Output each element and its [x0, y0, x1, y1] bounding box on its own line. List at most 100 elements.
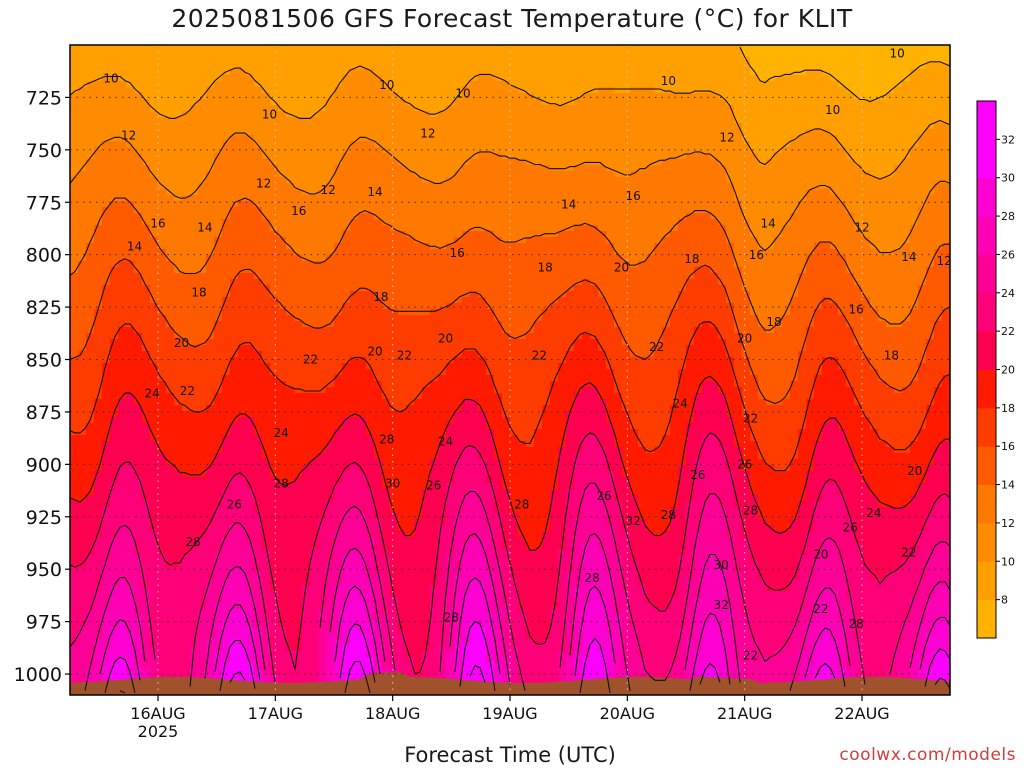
contour-label: 24: [438, 434, 453, 448]
contour-label: 16: [749, 248, 764, 262]
contour-label: 26: [690, 468, 705, 482]
contour-label: 12: [121, 128, 136, 142]
x-tick-label: 18AUG: [365, 704, 420, 723]
contour-label: 10: [379, 78, 394, 92]
contour-label: 26: [843, 520, 858, 534]
x-tick-label: 21AUG: [717, 704, 772, 723]
contour-label: 18: [684, 252, 699, 266]
x-tick-label: 20AUG: [600, 704, 655, 723]
contour-label: 22: [180, 384, 195, 398]
contour-label: 24: [866, 506, 881, 520]
contour-label: 28: [186, 535, 201, 549]
colorbar-label: 22: [1001, 325, 1015, 338]
contour-label: 20: [907, 464, 922, 478]
chart-title: 2025081506 GFS Forecast Temperature (°C)…: [171, 4, 853, 33]
contour-label: 14: [127, 239, 142, 253]
contour-label: 18: [191, 286, 206, 300]
contour-label: 28: [743, 504, 758, 518]
contour-label: 28: [661, 508, 676, 522]
y-tick-label: 750: [26, 140, 62, 162]
y-tick-label: 825: [26, 297, 62, 319]
contour-label: 32: [626, 514, 641, 528]
y-tick-label: 725: [26, 87, 62, 109]
colorbar-swatch: [977, 177, 996, 217]
y-tick-label: 775: [26, 192, 62, 214]
contour-label: 22: [743, 648, 758, 662]
contour-label: 12: [936, 254, 951, 268]
contour-label: 20: [813, 548, 828, 562]
contour-label: 10: [262, 107, 277, 121]
isotherm-32: [119, 660, 950, 694]
colorbar-label: 20: [1001, 364, 1015, 377]
colorbar-swatch: [977, 101, 996, 140]
contour-labels: 10 10 10 10 10 10 10 12 12 12 12 12 12 12 14 14 14 14 14 14…: [103, 47, 951, 663]
contour-label: 20: [367, 344, 382, 358]
contour-label: 12: [256, 177, 271, 191]
contour-label: 28: [848, 617, 863, 631]
temperature-heatmap: [70, 45, 950, 695]
contour-label: 22: [649, 340, 664, 354]
contour-label: 10: [455, 86, 470, 100]
contour-label: 20: [737, 332, 752, 346]
y-tick-label: 850: [26, 350, 62, 372]
colorbar-swatch: [977, 484, 996, 524]
contour-label: 18: [538, 260, 553, 274]
contour-label: 26: [227, 497, 242, 511]
isotherm-22: [70, 432, 950, 675]
y-axis: 725 750 775 800 825 850 875 900 925 950 975 1000: [14, 87, 70, 686]
contour-label: 14: [760, 216, 775, 230]
contour-label: 22: [303, 353, 318, 367]
y-tick-label: 925: [26, 507, 62, 529]
colorbar-label: 12: [1001, 517, 1015, 530]
isotherm-12: [70, 132, 950, 254]
contour-label: 22: [532, 349, 547, 363]
y-tick-label: 1000: [14, 664, 62, 686]
colorbar-label: 26: [1001, 248, 1015, 261]
contour-label: 32: [714, 598, 729, 612]
contour-label: 14: [901, 250, 916, 264]
x-axis-title: Forecast Time (UTC): [404, 743, 616, 767]
colorbar-swatch: [977, 561, 996, 601]
y-tick-label: 900: [26, 454, 62, 476]
colorbar-swatch: [977, 599, 996, 639]
contour-label: 26: [596, 489, 611, 503]
colorbar-swatch: [977, 139, 996, 179]
colorbar-label: 18: [1001, 402, 1015, 415]
isotherm-14: [70, 197, 950, 331]
contour-label: 12: [719, 130, 734, 144]
contour-label: 28: [379, 432, 394, 446]
isotherm-8: [739, 46, 950, 103]
contour-label: 28: [514, 497, 529, 511]
colorbar: 8 10 12 14 16 18 20 22 24 26 28 30 32: [976, 100, 1015, 639]
contour-label: 22: [743, 411, 758, 425]
source-credit[interactable]: coolwx.com/models: [839, 745, 1016, 765]
contour-label: 10: [661, 74, 676, 88]
contour-label: 10: [825, 103, 840, 117]
contour-label: 14: [561, 198, 576, 212]
y-tick-label: 950: [26, 559, 62, 581]
contour-label: 24: [144, 386, 159, 400]
contour-label: 14: [367, 185, 382, 199]
isotherm-24: [70, 482, 950, 691]
isotherm-30: [104, 620, 950, 694]
colorbar-swatch: [977, 446, 996, 486]
contour-label: 18: [884, 349, 899, 363]
contour-label: 18: [373, 290, 388, 304]
contour-label: 18: [766, 315, 781, 329]
contour-label: 12: [320, 183, 335, 197]
isotherm-16: [70, 258, 950, 405]
contour-label: 22: [901, 546, 916, 560]
x-tick-label: 19AUG: [482, 704, 537, 723]
contour-label: 10: [103, 72, 118, 86]
contour-label: 16: [291, 204, 306, 218]
contour-label: 30: [714, 558, 729, 572]
contour-label: 22: [813, 602, 828, 616]
contour-label: 26: [426, 479, 441, 493]
isotherm-contours: [70, 46, 950, 694]
x-tick-label: 16AUG: [130, 704, 185, 723]
contour-label: 24: [672, 397, 687, 411]
contour-label: 12: [854, 221, 869, 235]
contour-label: 16: [450, 246, 465, 260]
